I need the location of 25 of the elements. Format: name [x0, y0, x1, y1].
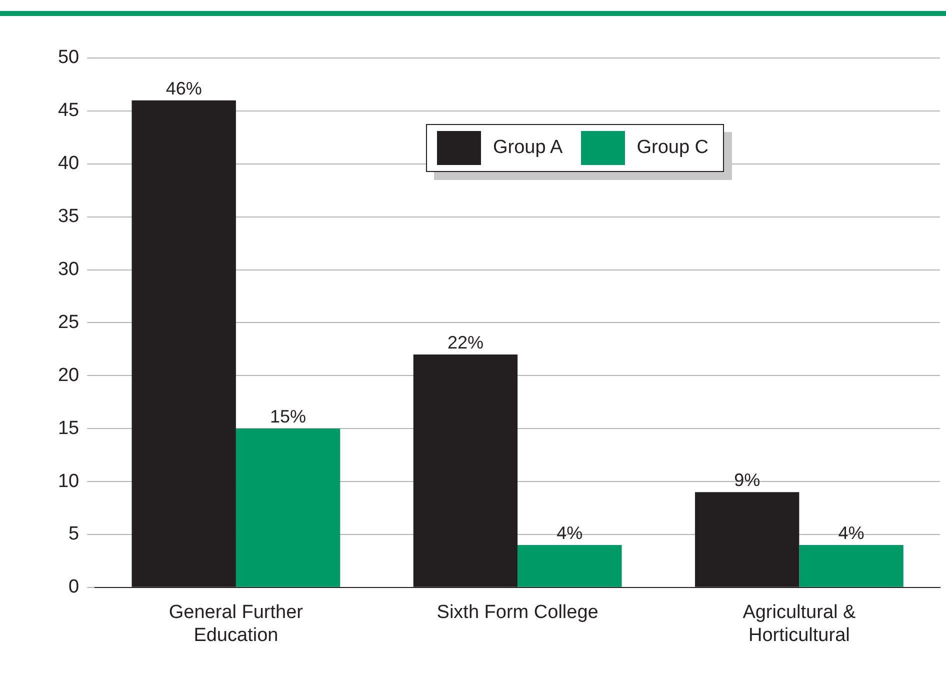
data-label: 4%	[838, 523, 864, 544]
data-label: 9%	[734, 470, 760, 490]
data-label: 15%	[270, 406, 306, 427]
legend-label: Group C	[636, 137, 709, 159]
y-tick-label: 35	[58, 206, 80, 228]
data-label: 4%	[556, 523, 583, 544]
y-tick-label: 25	[58, 312, 80, 333]
y-tick-label: 30	[58, 258, 80, 280]
y-tick-label: 50	[58, 47, 80, 68]
x-tick-label: Sixth Form College	[436, 602, 598, 624]
data-label: 22%	[447, 332, 484, 352]
y-tick-label: 40	[58, 153, 80, 174]
legend-label: Group A	[493, 137, 563, 159]
y-tick-label: 20	[58, 364, 80, 386]
data-label: 46%	[166, 78, 202, 98]
bar	[518, 545, 622, 587]
y-tick-label: 10	[58, 470, 80, 492]
x-tick-label: General Further Education	[168, 602, 304, 646]
y-tick-label: 5	[68, 524, 80, 545]
x-tick-label: Agricultural & Horticultural	[742, 602, 856, 646]
y-tick-label: 45	[58, 100, 80, 122]
y-tick-label: 15	[58, 418, 80, 439]
y-tick-label: 0	[68, 576, 80, 598]
bar	[799, 545, 904, 587]
bar	[236, 428, 340, 587]
